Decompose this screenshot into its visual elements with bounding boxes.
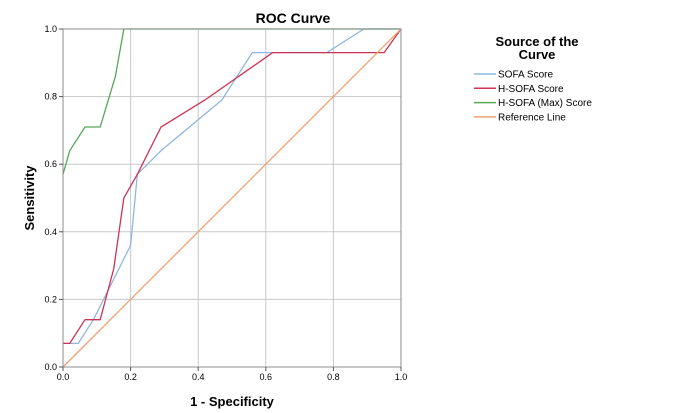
x-tick-label: 0.6 <box>260 372 273 382</box>
x-tick-label: 1.0 <box>395 372 408 382</box>
y-tick-label: 0.8 <box>44 92 57 102</box>
x-tick-label: 0.4 <box>192 372 205 382</box>
x-tick-label: 0.2 <box>124 372 137 382</box>
series-line-h-sofa-score <box>63 28 402 344</box>
plot-border <box>62 28 402 368</box>
y-tick-label: 0.2 <box>44 294 57 304</box>
y-tick-label: 0.6 <box>44 159 57 169</box>
y-tick-label: 0.0 <box>44 362 57 372</box>
legend-label: H-SOFA Score <box>498 84 564 95</box>
y-axis-label: Sensitivity <box>22 165 37 231</box>
legend: Source of the Curve SOFA Score H-SOFA Sco… <box>474 34 592 123</box>
legend-label: H-SOFA (Max) Score <box>498 98 592 109</box>
y-tick-label: 1.0 <box>44 24 57 34</box>
series-line-sofa-score <box>63 28 401 344</box>
x-tick-label: 0.8 <box>327 372 340 382</box>
plot-area: 0.0 0.2 0.4 0.6 0.8 1.0 0.0 0.2 0.4 0.6 0.8 1.0 <box>44 24 407 382</box>
chart-title: ROC Curve <box>256 10 331 26</box>
x-axis-label: 1 - Specificity <box>190 394 275 409</box>
legend-title-line1: Source of the <box>495 34 578 49</box>
series-line-reference-line <box>62 28 402 368</box>
legend-label: SOFA Score <box>498 70 553 81</box>
legend-title-line2: Curve <box>519 47 556 62</box>
legend-label: Reference Line <box>498 112 566 123</box>
y-tick-label: 0.4 <box>44 227 57 237</box>
x-tick-label: 0.0 <box>57 372 70 382</box>
